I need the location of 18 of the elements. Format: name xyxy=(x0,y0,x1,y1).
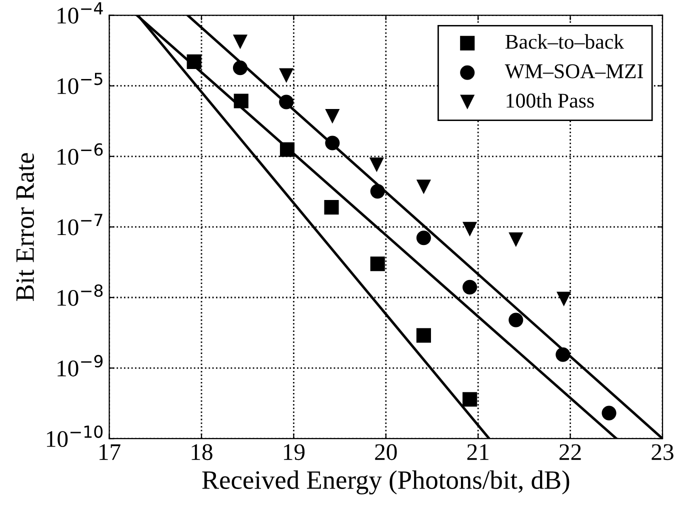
legend-label: 100th Pass xyxy=(506,93,594,108)
x-tick-label: 18 xyxy=(192,444,212,460)
x-tick-label: 23 xyxy=(652,444,674,460)
x-axis-title: Received Energy (Photons/bit, dB) xyxy=(202,470,570,494)
x-tick-label: 21 xyxy=(467,444,488,460)
y-tick-label: 10$^{−8}$ xyxy=(58,284,103,306)
y-tick-label: 10$^{−7}$ xyxy=(58,214,102,236)
y-tick-label: 10$^{−5}$ xyxy=(58,72,102,94)
x-tick-label: 17 xyxy=(100,444,120,460)
legend-label: WM–SOA–MZI xyxy=(504,64,644,78)
x-tick-label: 20 xyxy=(375,444,397,460)
y-tick-label: 10$^{−9}$ xyxy=(58,354,103,376)
y-tick-label: 10$^{−4}$ xyxy=(58,2,103,24)
x-tick-label: 19 xyxy=(284,444,305,460)
y-axis-title: Bit Error Rate xyxy=(16,153,34,301)
legend-label: Back–to–back xyxy=(505,34,624,49)
y-tick-label: 10$^{−6}$ xyxy=(58,143,103,165)
x-tick-label: 22 xyxy=(560,444,581,460)
